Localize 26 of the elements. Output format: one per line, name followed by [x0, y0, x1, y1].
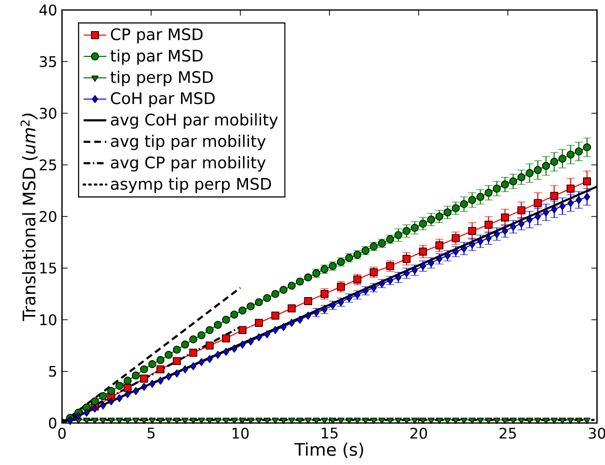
y-tick-label: 0: [48, 417, 56, 429]
legend-label: avg CoH par mobility: [110, 113, 278, 129]
y-tick-label: 35: [40, 56, 56, 68]
x-tick-label: 10: [232, 428, 249, 439]
y-axis-title: Translational MSD (um$^{2}$): [20, 114, 38, 322]
legend-label: avg tip par mobility: [110, 134, 266, 150]
legend-label: tip par MSD: [110, 49, 203, 65]
x-tick-label: 30: [588, 428, 605, 439]
legend-label: asymp tip perp MSD: [110, 178, 271, 193]
x-axis-title: Time (s): [294, 442, 364, 458]
x-tick-label: 15: [322, 428, 338, 439]
y-tick-label: 15: [40, 262, 56, 274]
y-tick-label: 20: [40, 210, 56, 222]
y-tick-label: 40: [39, 4, 56, 16]
y-tick-label: 25: [40, 159, 56, 170]
x-tick-label: 20: [410, 428, 427, 439]
y-tick-label: 5: [49, 366, 56, 377]
x-tick-label: 5: [148, 428, 155, 439]
legend-label: avg CP par mobility: [110, 156, 266, 172]
y-tick-label: 10: [40, 314, 56, 326]
x-tick-label: 25: [500, 428, 516, 439]
legend-label: tip perp MSD: [110, 70, 213, 86]
x-tick-label: 0: [58, 428, 66, 439]
legend-label: CoH par MSD: [110, 92, 215, 108]
y-tick-label: 30: [40, 108, 56, 119]
legend-label: CP par MSD: [110, 28, 203, 44]
